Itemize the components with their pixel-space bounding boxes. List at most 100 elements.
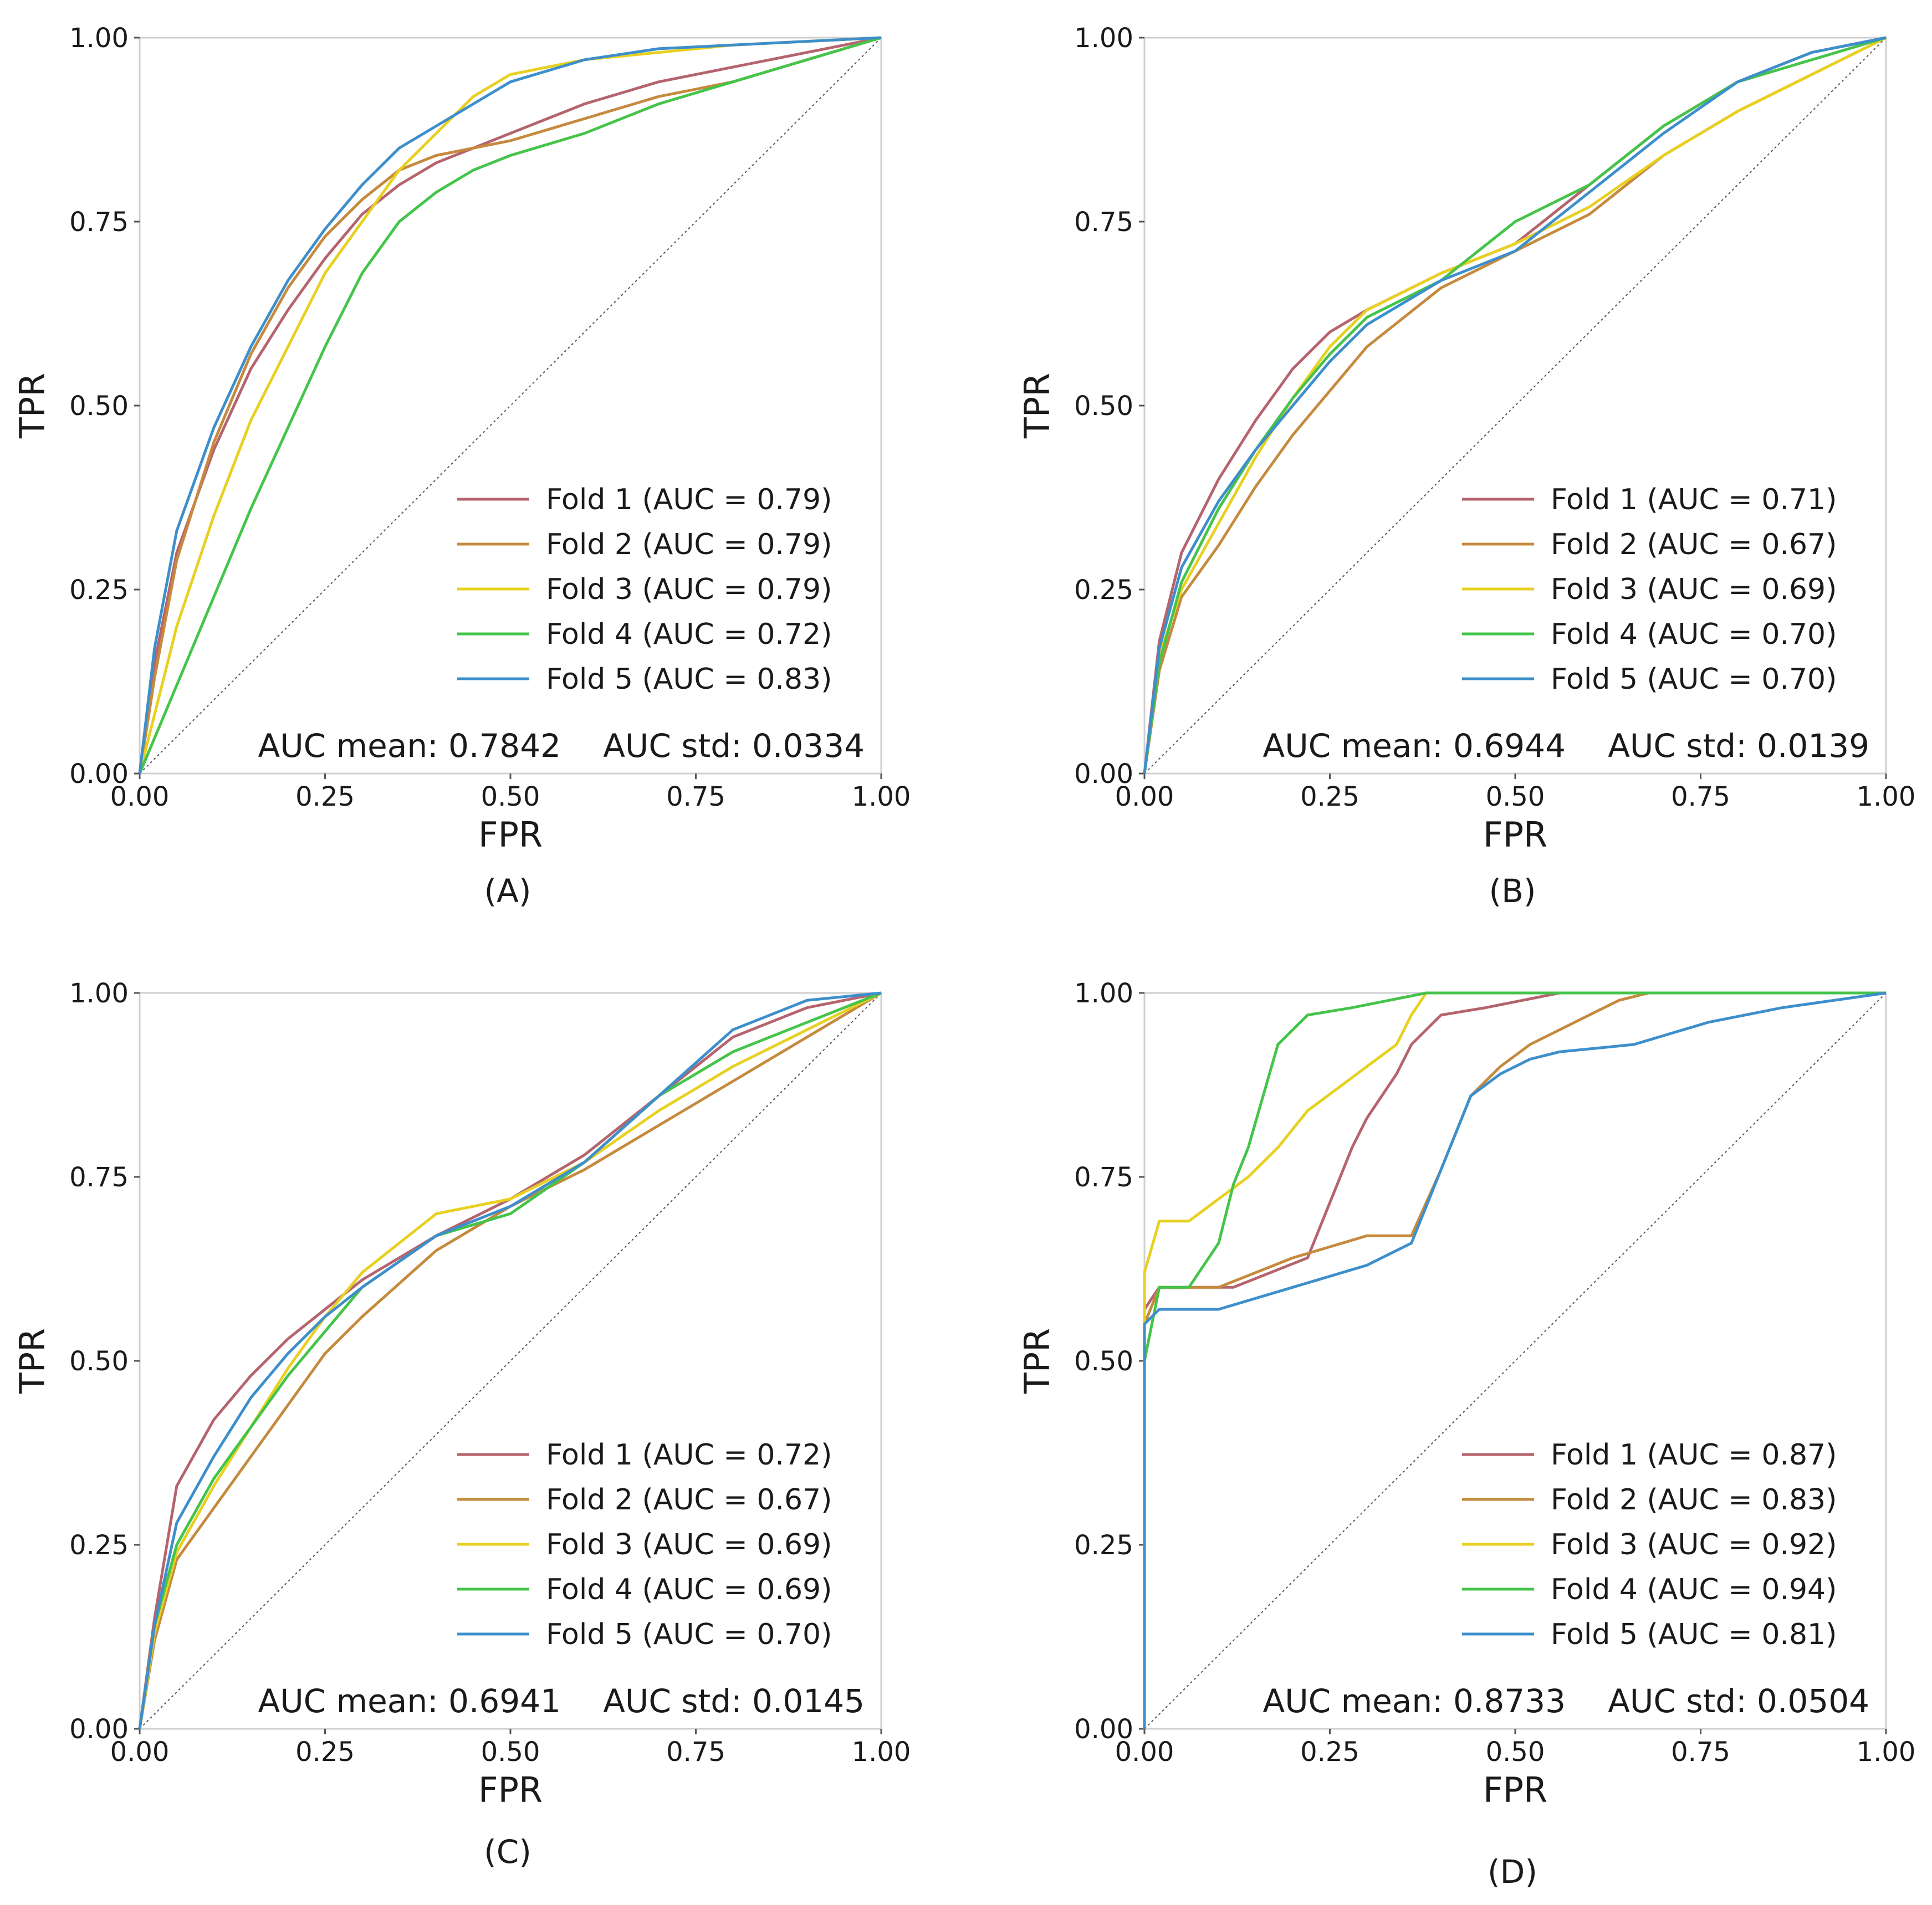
panel-label: (A) [484, 872, 531, 910]
x-tick-label: 0.00 [1115, 781, 1174, 812]
roc-curve-fold-3 [1143, 36, 1887, 774]
roc-curve-fold-2 [138, 36, 882, 774]
x-tick-label: 1.00 [1857, 781, 1916, 812]
legend-entry-fold-1: Fold 1 (AUC = 0.87) [1551, 1438, 1837, 1472]
x-tick-label: 0.25 [295, 781, 355, 812]
roc-curve-fold-1 [138, 991, 882, 1729]
x-tick-label: 0.50 [481, 781, 540, 812]
y-tick-label: 0.25 [69, 575, 129, 606]
legend-entry-fold-3: Fold 3 (AUC = 0.92) [1551, 1528, 1837, 1561]
legend: Fold 1 (AUC = 0.87) Fold 2 (AUC = 0.83) Fo… [1462, 1438, 1837, 1651]
legend-entry-fold-2: Fold 2 (AUC = 0.79) [546, 528, 832, 561]
y-tick-label: 0.25 [69, 1530, 129, 1561]
auc-std-label: AUC std: 0.0145 [603, 1682, 865, 1720]
y-tick-label: 1.00 [1074, 23, 1133, 54]
y-tick-label: 0.25 [1074, 575, 1133, 606]
x-tick-label: 0.00 [110, 781, 170, 812]
x-tick-label: 0.00 [110, 1737, 170, 1768]
auc-std-label: AUC std: 0.0504 [1608, 1682, 1869, 1720]
roc-curve-fold-5 [138, 36, 882, 774]
legend-entry-fold-4: Fold 4 (AUC = 0.69) [546, 1573, 832, 1606]
x-tick-label: 0.75 [1671, 781, 1730, 812]
x-tick-label: 0.50 [1486, 1737, 1545, 1768]
y-tick-label: 0.75 [69, 207, 129, 238]
y-axis-label: TPR [1017, 1328, 1057, 1394]
x-tick-label: 1.00 [852, 1737, 911, 1768]
x-tick-label: 1.00 [852, 781, 911, 812]
x-axis-label: FPR [1483, 1770, 1547, 1810]
x-tick-label: 0.25 [1300, 781, 1359, 812]
legend-entry-fold-4: Fold 4 (AUC = 0.94) [1551, 1573, 1837, 1606]
auc-std-label: AUC std: 0.0139 [1608, 727, 1869, 765]
roc-curve-fold-3 [138, 36, 882, 774]
legend-entry-fold-5: Fold 5 (AUC = 0.70) [1551, 663, 1837, 696]
legend-entry-fold-5: Fold 5 (AUC = 0.81) [1551, 1618, 1837, 1651]
y-tick-label: 0.00 [1074, 1714, 1133, 1745]
legend-entry-fold-2: Fold 2 (AUC = 0.83) [1551, 1483, 1837, 1517]
roc-curve-fold-5 [138, 991, 882, 1729]
x-tick-label: 0.00 [1115, 1737, 1174, 1768]
y-tick-label: 0.75 [1074, 1162, 1133, 1193]
plot-area [139, 37, 882, 775]
auc-std-label: AUC std: 0.0334 [603, 727, 865, 765]
y-axis-label: TPR [12, 373, 53, 439]
legend: Fold 1 (AUC = 0.71) Fold 2 (AUC = 0.67) Fo… [1462, 483, 1837, 696]
y-tick-label: 0.75 [1074, 207, 1133, 238]
y-tick-label: 0.50 [69, 1346, 129, 1377]
legend-entry-fold-1: Fold 1 (AUC = 0.72) [546, 1438, 832, 1472]
y-tick-label: 1.00 [69, 23, 129, 54]
legend: Fold 1 (AUC = 0.72) Fold 2 (AUC = 0.67) Fo… [457, 1438, 832, 1651]
y-tick-label: 0.00 [1074, 759, 1133, 790]
x-axis-label: FPR [478, 815, 543, 855]
y-tick-label: 0.25 [1074, 1530, 1133, 1561]
y-tick-label: 0.50 [69, 391, 129, 422]
roc-panel-4: 0.00 0.25 0.50 0.75 1.00 0.00 0.25 0.50 0.75 1.00… [1017, 978, 1915, 1891]
panel-label: (B) [1489, 872, 1536, 910]
y-tick-label: 1.00 [69, 978, 129, 1009]
auc-mean-label: AUC mean: 0.6941 [258, 1682, 561, 1720]
roc-curve-fold-2 [138, 991, 882, 1729]
x-tick-label: 0.25 [295, 1737, 355, 1768]
y-tick-label: 0.75 [69, 1162, 129, 1193]
plot-area [1143, 992, 1887, 1730]
roc-curve-fold-4 [1143, 36, 1887, 774]
y-tick-label: 0.50 [1074, 391, 1133, 422]
panel-label: (D) [1488, 1853, 1537, 1891]
roc-panel-2: 0.00 0.25 0.50 0.75 1.00 0.00 0.25 0.50 0.75 1.00… [1017, 23, 1915, 910]
legend-entry-fold-5: Fold 5 (AUC = 0.83) [546, 663, 832, 696]
panel-label: (C) [484, 1833, 531, 1871]
roc-curve-fold-5 [1143, 991, 1887, 1729]
y-tick-label: 0.00 [69, 759, 129, 790]
roc-curve-fold-3 [138, 991, 882, 1729]
legend-entry-fold-5: Fold 5 (AUC = 0.70) [546, 1618, 832, 1651]
legend-entry-fold-4: Fold 4 (AUC = 0.70) [1551, 618, 1837, 651]
legend-entry-fold-2: Fold 2 (AUC = 0.67) [546, 1483, 832, 1517]
x-axis-label: FPR [478, 1770, 543, 1810]
legend-entry-fold-3: Fold 3 (AUC = 0.79) [546, 573, 832, 606]
roc-curve-fold-5 [1143, 36, 1887, 774]
x-tick-label: 0.50 [481, 1737, 540, 1768]
x-tick-label: 0.75 [1671, 1737, 1730, 1768]
y-tick-label: 0.50 [1074, 1346, 1133, 1377]
auc-mean-label: AUC mean: 0.7842 [258, 727, 561, 765]
auc-mean-label: AUC mean: 0.6944 [1263, 727, 1566, 765]
legend-entry-fold-3: Fold 3 (AUC = 0.69) [546, 1528, 832, 1561]
legend: Fold 1 (AUC = 0.79) Fold 2 (AUC = 0.79) Fo… [457, 483, 832, 696]
plot-area [139, 992, 882, 1730]
roc-panel-3: 0.00 0.25 0.50 0.75 1.00 0.00 0.25 0.50 0.75 1.00… [12, 978, 911, 1871]
legend-entry-fold-1: Fold 1 (AUC = 0.79) [546, 483, 832, 516]
auc-mean-label: AUC mean: 0.8733 [1263, 1682, 1566, 1720]
x-tick-label: 1.00 [1857, 1737, 1916, 1768]
legend-entry-fold-2: Fold 2 (AUC = 0.67) [1551, 528, 1837, 561]
y-axis-label: TPR [1017, 373, 1057, 439]
plot-area [1143, 37, 1887, 775]
x-tick-label: 0.75 [666, 781, 725, 812]
roc-curve-fold-4 [1143, 991, 1886, 1729]
x-tick-label: 0.50 [1486, 781, 1545, 812]
y-axis-label: TPR [12, 1328, 53, 1394]
legend-entry-fold-1: Fold 1 (AUC = 0.71) [1551, 483, 1837, 516]
roc-panel-1: 0.00 0.25 0.50 0.75 1.00 0.00 0.25 0.50 0.75 1.00… [12, 23, 911, 910]
x-axis-label: FPR [1483, 815, 1547, 855]
x-tick-label: 0.25 [1300, 1737, 1359, 1768]
